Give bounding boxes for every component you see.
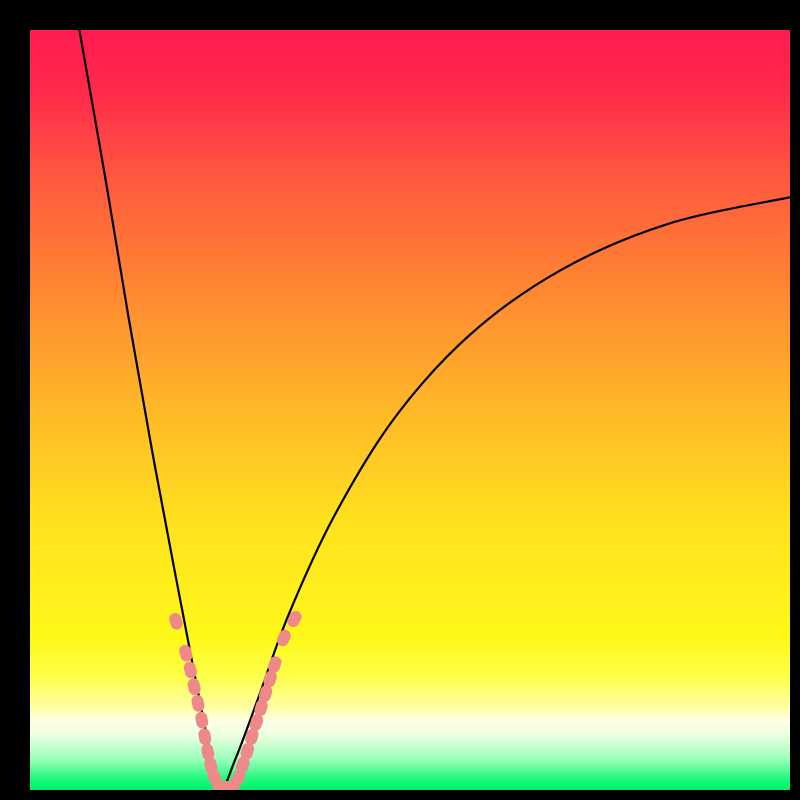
marker	[168, 611, 184, 631]
marker	[197, 727, 212, 746]
marker	[186, 677, 201, 696]
plot-frame	[0, 0, 800, 800]
marker	[178, 643, 194, 662]
marker	[285, 609, 304, 629]
marker	[275, 628, 293, 648]
chart-stage: TheBottleneck.com	[0, 0, 800, 800]
marker	[194, 711, 209, 730]
marker	[183, 660, 199, 679]
plot-area	[30, 30, 790, 790]
marker	[190, 694, 205, 713]
data-markers	[30, 30, 790, 790]
